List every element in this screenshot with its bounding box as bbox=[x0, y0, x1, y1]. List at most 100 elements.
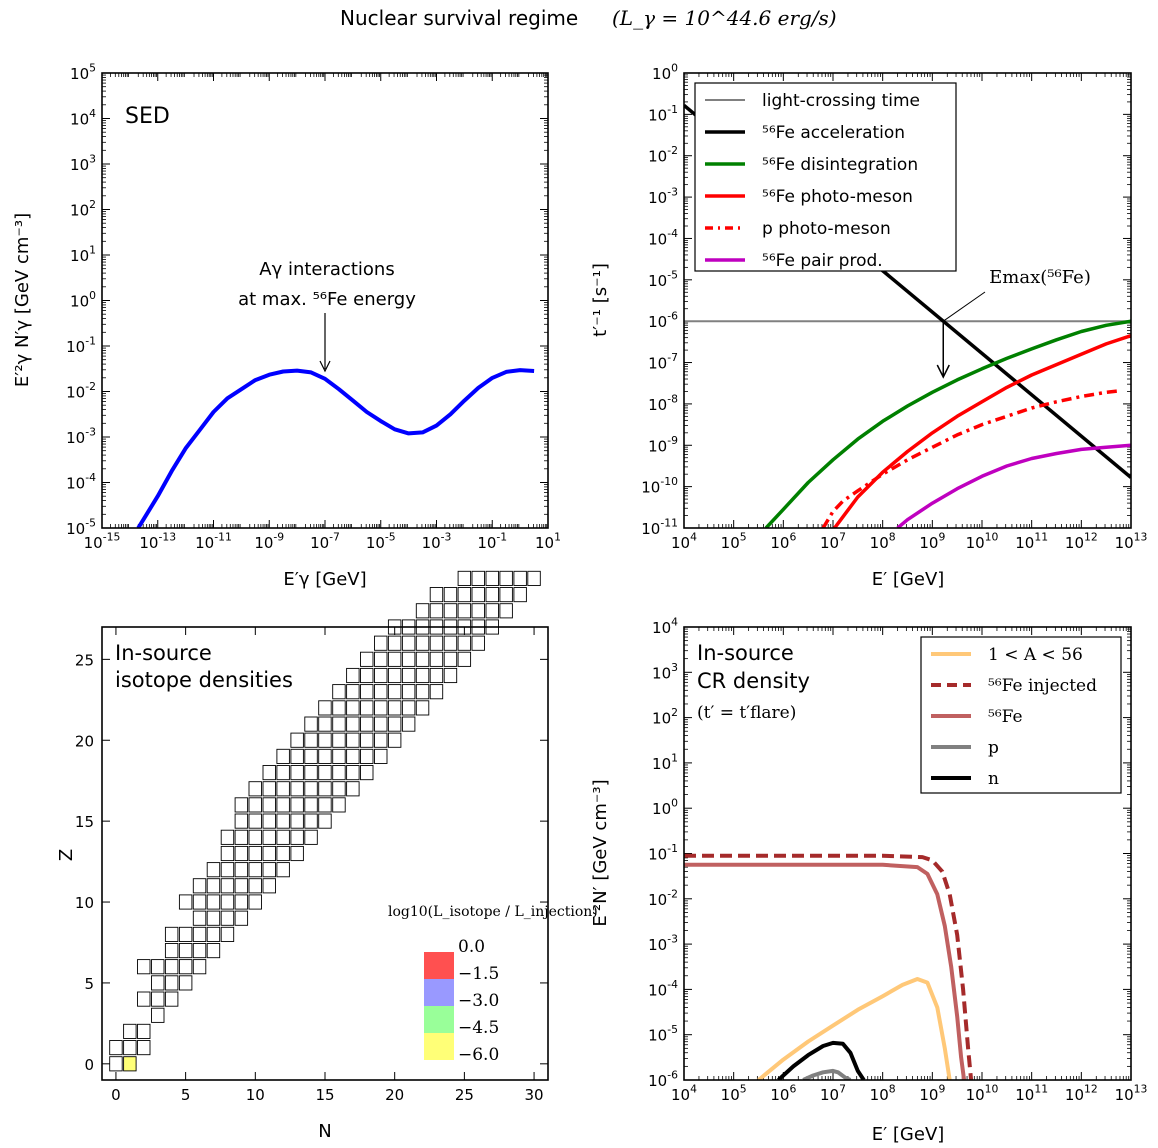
x-tick-label: 20 bbox=[385, 1086, 404, 1104]
y-tick-label: 100 bbox=[652, 62, 678, 84]
cr-curve bbox=[757, 977, 952, 1080]
isotope-cell bbox=[346, 716, 360, 732]
y-tick-label: 103 bbox=[70, 153, 96, 175]
isotope-cell bbox=[137, 1040, 151, 1056]
x-tick-label: 1010 bbox=[966, 531, 999, 553]
y-tick-label: 100 bbox=[652, 797, 678, 819]
x-tick-label: 1013 bbox=[1115, 1083, 1148, 1105]
isotope-cell bbox=[499, 570, 513, 586]
legend-label: p bbox=[988, 738, 999, 758]
isotope-cell bbox=[304, 765, 318, 781]
isotope-cell bbox=[137, 959, 151, 975]
x-tick-label: 10-5 bbox=[366, 531, 396, 553]
legend-label: ⁵⁶Fe acceleration bbox=[762, 123, 905, 143]
x-tick-label: 10-13 bbox=[139, 531, 176, 553]
isotope-cell bbox=[234, 845, 249, 862]
panel-label-line2: isotope densities bbox=[115, 668, 293, 692]
y-tick-label: 10-8 bbox=[648, 392, 678, 414]
axes-frame bbox=[101, 72, 549, 529]
axes-frame bbox=[683, 72, 1132, 529]
isotope-cell bbox=[318, 716, 332, 732]
isotope-cell bbox=[248, 878, 262, 894]
rate-curve bbox=[832, 334, 1131, 528]
y-tick-label: 100 bbox=[70, 289, 96, 311]
y-tick-label: 102 bbox=[70, 198, 96, 220]
isotope-cell bbox=[429, 667, 444, 684]
isotope-cell bbox=[304, 829, 318, 845]
isotope-cell bbox=[332, 732, 346, 748]
panel-isotopes: 0 5 10 15 20 25 30 0 5 10 15 20 25 In-source isotope d… bbox=[56, 570, 598, 1142]
isotope-cell bbox=[276, 829, 290, 845]
y-tick-label: 10-1 bbox=[648, 103, 678, 125]
y-tick-label: 10-1 bbox=[66, 335, 96, 357]
colorbar-label: −3.0 bbox=[458, 991, 499, 1011]
x-tick-label: 10-1 bbox=[477, 531, 507, 553]
isotope-cell bbox=[485, 603, 499, 619]
colorbar-label: 0.0 bbox=[458, 937, 485, 957]
isotope-cell bbox=[262, 829, 276, 845]
y-tick-label: 10-3 bbox=[66, 426, 96, 448]
x-tick-label: 107 bbox=[820, 1083, 846, 1105]
y-tick-label: 10-4 bbox=[648, 227, 678, 249]
isotope-cell bbox=[248, 829, 262, 845]
plot-area bbox=[102, 73, 548, 528]
isotope-cell bbox=[192, 910, 207, 926]
isotope-cell bbox=[234, 797, 249, 813]
legend: 1 < A < 56 ⁵⁶Fe injected ⁵⁶Fe pn bbox=[920, 636, 1122, 794]
isotope-cell bbox=[234, 910, 249, 926]
rate-curve bbox=[896, 443, 1131, 528]
isotope-cell bbox=[248, 862, 262, 878]
x-tick-label: 10 bbox=[246, 1086, 265, 1104]
series-group bbox=[684, 103, 1131, 528]
isotope-cell bbox=[415, 603, 430, 619]
isotope-cell bbox=[276, 813, 290, 829]
rate-curve bbox=[821, 388, 1122, 528]
isotope-cell bbox=[220, 862, 235, 878]
isotope-cell bbox=[262, 797, 276, 813]
isotope-cell bbox=[332, 797, 346, 813]
x-tick-label: 1013 bbox=[1115, 531, 1148, 553]
legend-label: p photo-meson bbox=[762, 219, 891, 239]
isotope-cell bbox=[318, 797, 332, 813]
isotope-cell bbox=[151, 991, 165, 1007]
isotope-cell bbox=[304, 716, 318, 732]
isotope-cell bbox=[192, 943, 207, 959]
x-axis-label: E′ [GeV] bbox=[872, 569, 945, 590]
isotope-cell bbox=[360, 667, 374, 684]
y-tick-label: 102 bbox=[652, 706, 678, 728]
isotope-cell bbox=[415, 635, 430, 651]
rate-curve bbox=[764, 319, 1131, 528]
isotope-cell bbox=[443, 667, 458, 684]
isotope-cell bbox=[262, 878, 276, 894]
isotope-cell bbox=[178, 975, 193, 991]
y-tick-label: 105 bbox=[70, 62, 96, 84]
isotope-cell bbox=[374, 748, 388, 764]
isotope-cell bbox=[346, 732, 360, 748]
y-tick-label: 25 bbox=[75, 651, 94, 669]
x-tick-label: 108 bbox=[870, 1083, 896, 1105]
y-tick-label: 0 bbox=[84, 1056, 94, 1074]
y-tick-label: 10-9 bbox=[648, 434, 678, 456]
isotope-cell bbox=[499, 603, 513, 619]
isotope-cell bbox=[220, 878, 235, 894]
x-tick-label: 0 bbox=[111, 1086, 121, 1104]
isotope-cell bbox=[374, 716, 388, 732]
colorbar-title: log10(L_isotope / L_injection) bbox=[388, 904, 598, 920]
cr-curve bbox=[802, 1068, 852, 1080]
isotope-cell bbox=[123, 1056, 137, 1072]
isotope-cell bbox=[109, 1040, 123, 1056]
isotope-cell bbox=[457, 603, 472, 619]
isotope-cell bbox=[471, 570, 485, 586]
isotope-cell bbox=[290, 748, 304, 764]
isotope-cell bbox=[220, 910, 235, 926]
y-tick-label: 10-2 bbox=[648, 887, 678, 909]
isotope-cell bbox=[401, 716, 416, 732]
isotope-cell bbox=[206, 878, 221, 894]
isotope-cell bbox=[360, 684, 374, 700]
x-axis-label: E′ [GeV] bbox=[872, 1124, 945, 1145]
isotope-cell bbox=[192, 926, 207, 942]
isotope-cell bbox=[443, 651, 458, 667]
y-tick-label: 10-1 bbox=[648, 842, 678, 864]
y-tick-label: 103 bbox=[652, 661, 678, 683]
x-tick-label: 1011 bbox=[1015, 531, 1048, 553]
